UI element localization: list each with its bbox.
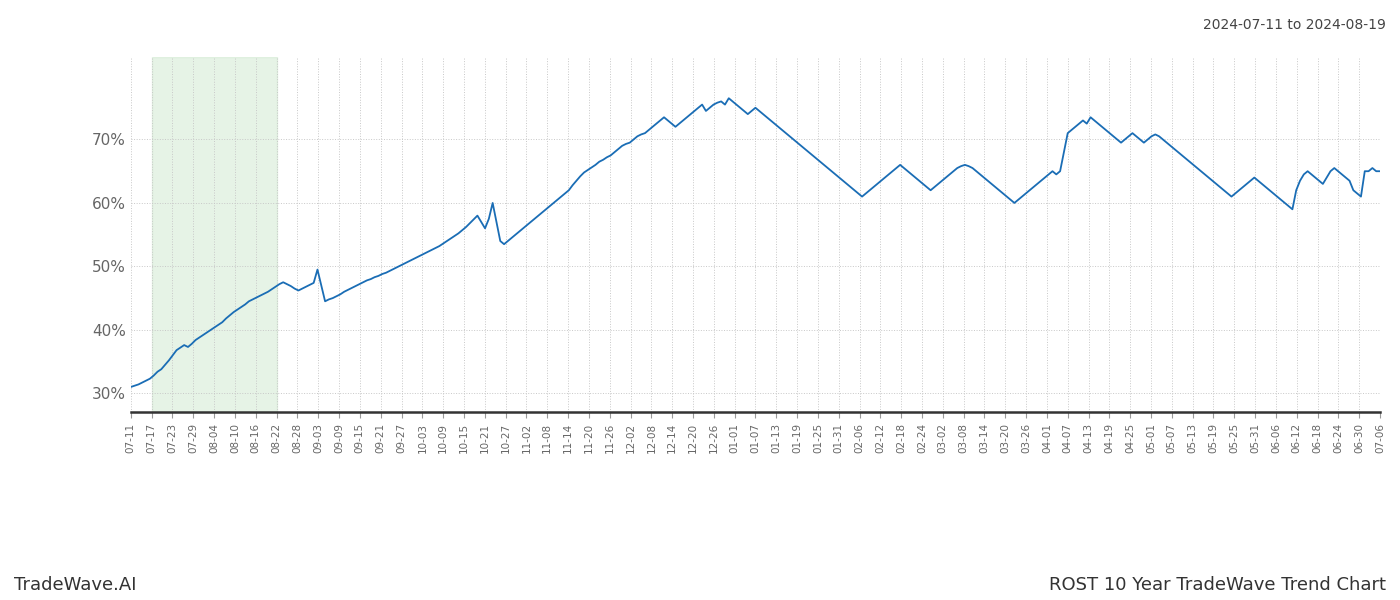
Bar xyxy=(151,57,277,412)
Text: 2024-07-11 to 2024-08-19: 2024-07-11 to 2024-08-19 xyxy=(1203,18,1386,32)
Text: TradeWave.AI: TradeWave.AI xyxy=(14,576,137,594)
Text: ROST 10 Year TradeWave Trend Chart: ROST 10 Year TradeWave Trend Chart xyxy=(1049,576,1386,594)
